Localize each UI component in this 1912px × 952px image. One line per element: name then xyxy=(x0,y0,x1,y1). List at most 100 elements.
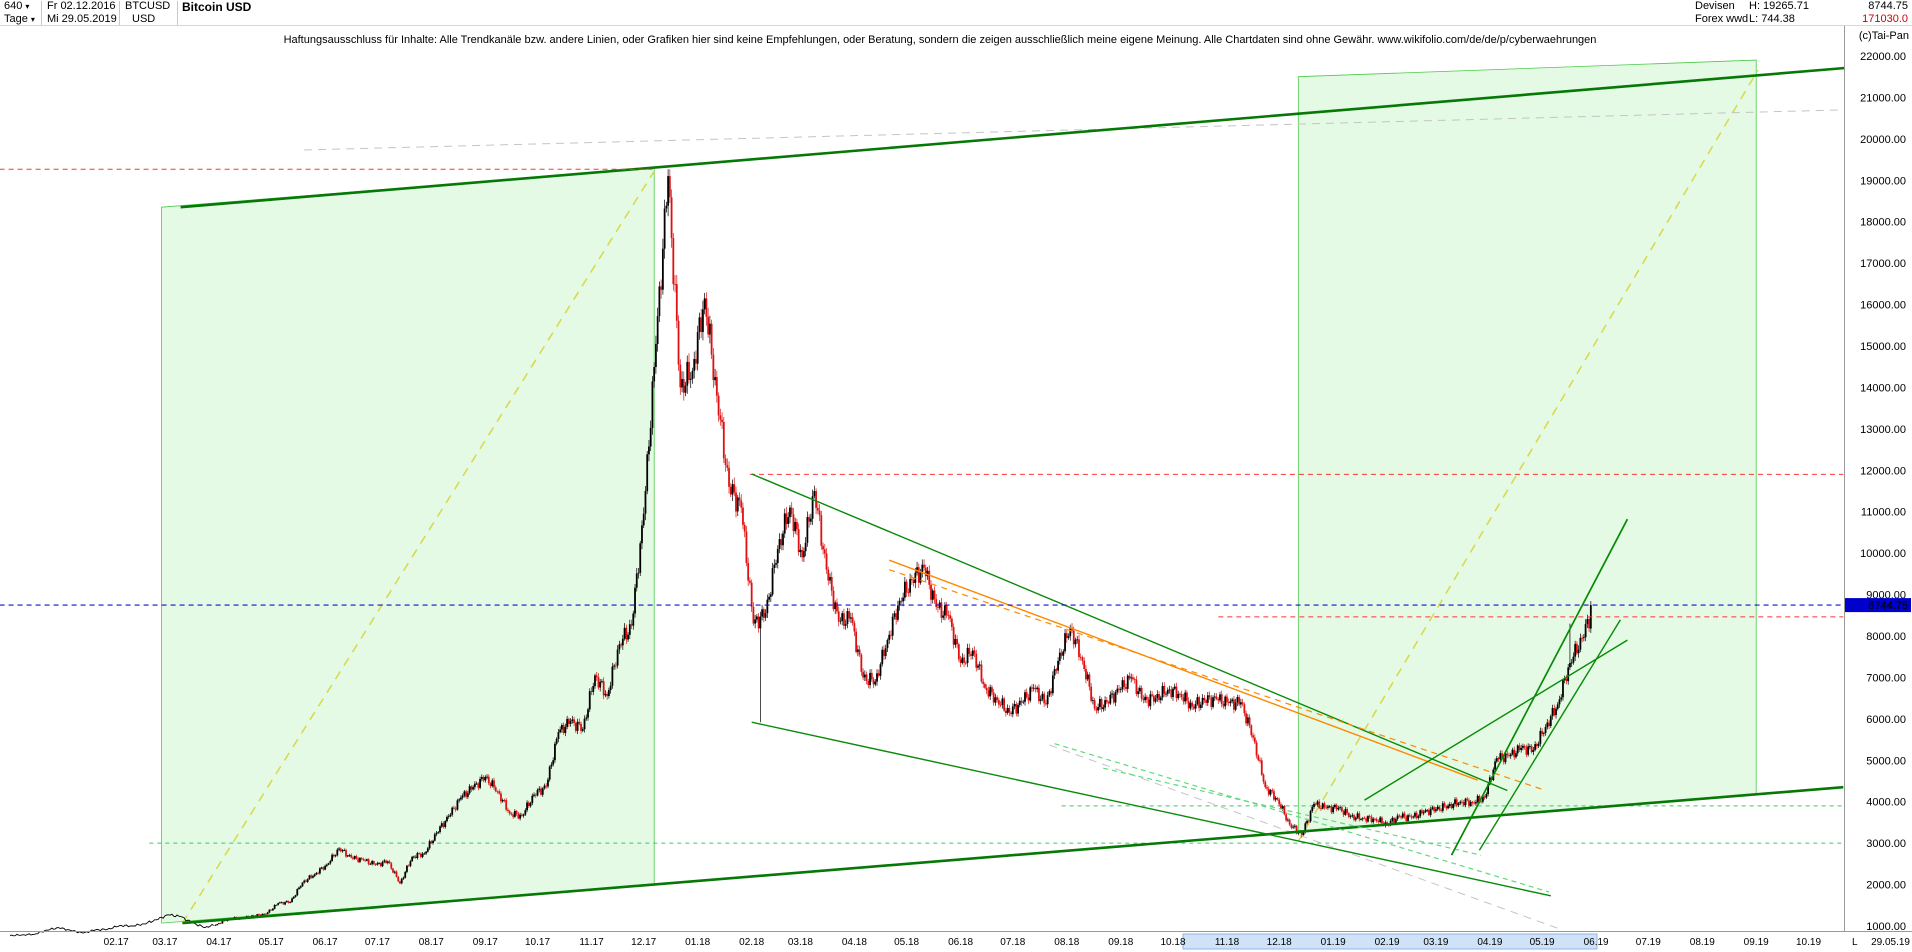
orange-trend-dashed xyxy=(889,569,1543,790)
current-price-tag xyxy=(1845,598,1911,613)
y-axis-label: 17000.00 xyxy=(1860,258,1906,270)
overlay-lines-layer xyxy=(0,66,1846,925)
rally-line-steep xyxy=(1450,518,1629,856)
x-axis-label: 09.19 xyxy=(1744,937,1769,948)
currency-label: USD xyxy=(132,13,156,25)
x-axis-label: 01.19 xyxy=(1321,937,1346,948)
x-axis-label: 04.17 xyxy=(206,937,231,948)
chevron-down-icon: ▾ xyxy=(25,2,30,11)
header: 640 ▾ Tage ▾ Fr 02.12.2016 Mi 29.05.2019 B… xyxy=(0,0,1912,26)
triangle-upper-line xyxy=(751,473,1508,792)
y-axis-label: 6000.00 xyxy=(1866,714,1906,726)
y-axis-label: 21000.00 xyxy=(1860,92,1906,104)
timeframe-dropdown[interactable]: Tage ▾ xyxy=(4,13,35,26)
early-price-line xyxy=(9,913,214,937)
upper-channel-line xyxy=(180,66,1846,209)
copyright-label: (c)Tai-Pan xyxy=(1858,30,1909,42)
y-axis-label: 12000.00 xyxy=(1860,465,1906,477)
high-value-label: H: 19265.71 xyxy=(1749,0,1809,12)
chart-background-layer xyxy=(149,59,1844,930)
x-axis-label: 06.18 xyxy=(948,937,973,948)
x-axis-label: 04.19 xyxy=(1477,937,1502,948)
y-axis-label: 19000.00 xyxy=(1860,175,1906,187)
y-axis-label: 8000.00 xyxy=(1866,631,1906,643)
y-axis-label: 20000.00 xyxy=(1860,134,1906,146)
x-axis-label: 07.19 xyxy=(1636,937,1661,948)
trend-channel-box-2017 xyxy=(161,167,655,924)
y-axis-label: 13000.00 xyxy=(1860,424,1906,436)
chevron-down-icon: ▾ xyxy=(30,15,35,24)
lower-channel-line xyxy=(182,785,1844,925)
timeframe-value: Tage xyxy=(4,13,28,25)
period-dropdown[interactable]: 640 ▾ xyxy=(4,0,29,13)
header-separator xyxy=(119,1,120,25)
x-axis-label: 01.18 xyxy=(685,937,710,948)
y-axis-label: 2000.00 xyxy=(1866,880,1906,892)
instrument-title: Bitcoin USD xyxy=(182,0,252,14)
x-axis-label: 08.18 xyxy=(1054,937,1079,948)
x-axis-label: 07.17 xyxy=(365,937,390,948)
y-axis-label: 3000.00 xyxy=(1866,838,1906,850)
end-date[interactable]: Mi 29.05.2019 xyxy=(47,13,117,25)
yellow-diagonal-2019 xyxy=(1297,69,1759,842)
category-label: Devisen xyxy=(1695,0,1735,12)
x-axis-label: 02.17 xyxy=(104,937,129,948)
y-axis-label: 10000.00 xyxy=(1860,548,1906,560)
x-axis-label: 09.17 xyxy=(473,937,498,948)
triangle-lower-line xyxy=(751,721,1551,897)
x-axis-label: 10.18 xyxy=(1160,937,1185,948)
x-axis-label: 12.18 xyxy=(1267,937,1292,948)
x-axis-label: 02.18 xyxy=(739,937,764,948)
x-axis-label: 05.19 xyxy=(1530,937,1555,948)
x-axis-label: 05.18 xyxy=(894,937,919,948)
start-date[interactable]: Fr 02.12.2016 xyxy=(47,0,116,12)
x-axis-label: 03.19 xyxy=(1423,937,1448,948)
yellow-diagonal-2017 xyxy=(181,170,655,924)
x-axis-label: 09.18 xyxy=(1108,937,1133,948)
x-axis-label: 06.17 xyxy=(313,937,338,948)
x-axis-label: 10.19 xyxy=(1796,937,1821,948)
x-axis-last-date: 29.05.19 xyxy=(1871,937,1910,948)
symbol-label[interactable]: BTCUSD xyxy=(125,0,171,12)
candles-layer xyxy=(9,169,1592,937)
x-axis-label: 08.19 xyxy=(1690,937,1715,948)
y-axis-label: 1000.00 xyxy=(1866,921,1906,933)
y-axis-label: 7000.00 xyxy=(1866,672,1906,684)
period-value: 640 xyxy=(4,0,23,12)
x-axis-label: 08.17 xyxy=(419,937,444,948)
lightgreen-desc-2 xyxy=(1103,767,1482,856)
x-axis-label: 02.19 xyxy=(1375,937,1400,948)
disclaimer-text: Haftungsausschluss für Inhalte: Alle Tre… xyxy=(284,34,1597,46)
x-axis-label: 05.17 xyxy=(259,937,284,948)
timeline-scrollbar-thumb[interactable] xyxy=(1182,933,1598,950)
x-axis-label: 04.18 xyxy=(842,937,867,948)
y-axis-label: 18000.00 xyxy=(1860,217,1906,229)
x-axis-label: 03.17 xyxy=(152,937,177,948)
y-axis-label: 5000.00 xyxy=(1866,755,1906,767)
price-chart[interactable]: 22000.00 21000.00 20000.00 19000.00 18000.00… xyxy=(0,26,1912,952)
y-axis-label: 22000.00 xyxy=(1860,51,1906,63)
x-axis-label: 11.18 xyxy=(1215,937,1240,948)
header-separator xyxy=(41,1,42,25)
orange-trend-solid xyxy=(888,559,1478,781)
x-axis-label: 10.17 xyxy=(525,937,550,948)
x-axis-last-marker: L xyxy=(1852,937,1858,948)
low-value-label: L: 744.38 xyxy=(1749,13,1795,25)
last-price-value: 8744.75 xyxy=(1868,0,1908,12)
x-axis-label: 06.19 xyxy=(1584,937,1609,948)
x-axis-label: 03.18 xyxy=(788,937,813,948)
header-separator xyxy=(177,1,178,25)
subcategory-label: Forex wwd xyxy=(1695,13,1749,25)
volume-value: 171030.0 xyxy=(1862,13,1908,25)
y-axis-label: 4000.00 xyxy=(1866,797,1906,809)
trend-channel-box-2019 xyxy=(1297,59,1757,833)
current-price-tag-label: 8744.75 xyxy=(1868,600,1908,612)
x-axis-label: 11.17 xyxy=(579,937,604,948)
rally-line-long xyxy=(1364,639,1628,801)
y-axis-label: 16000.00 xyxy=(1860,300,1906,312)
y-axis-label: 15000.00 xyxy=(1860,341,1906,353)
x-axis-label: 07.18 xyxy=(1000,937,1025,948)
axes-layer: 22000.00 21000.00 20000.00 19000.00 18000.00… xyxy=(0,26,1912,950)
gray-dashed-top xyxy=(304,109,1842,151)
y-axis-label: 11000.00 xyxy=(1861,507,1906,519)
